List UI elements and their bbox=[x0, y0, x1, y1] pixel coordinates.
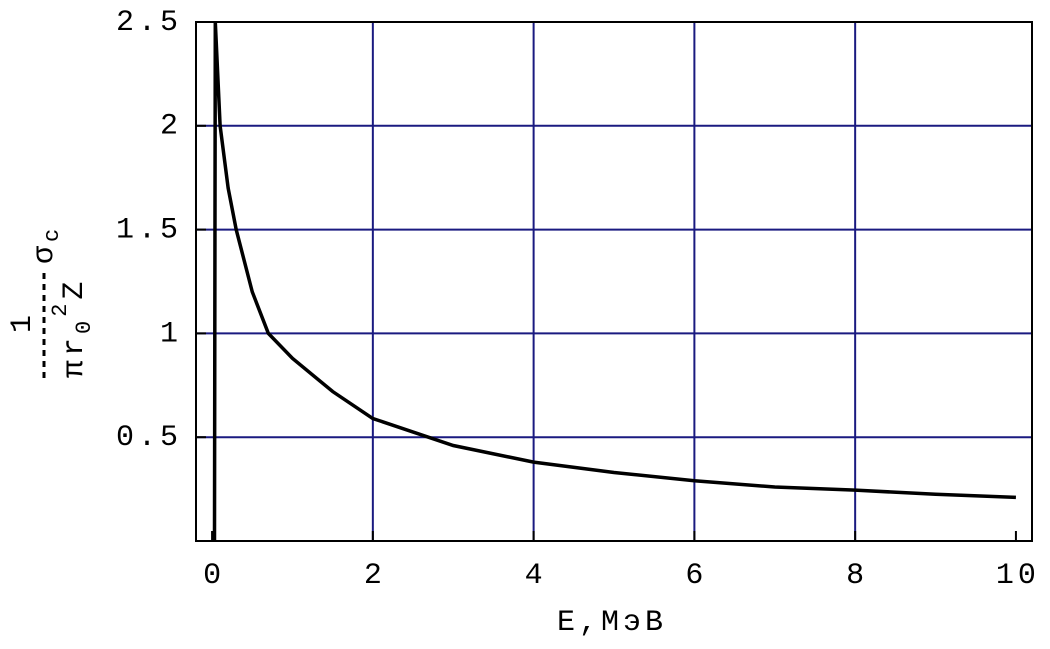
y-axis-label: 1 πr02Z σc bbox=[6, 225, 97, 378]
x-axis-label: E,МэВ bbox=[557, 606, 667, 640]
y-label-denominator: πr02Z bbox=[48, 278, 97, 378]
y-label-part: 2 bbox=[48, 300, 73, 317]
data-line bbox=[212, 22, 1016, 541]
y-label-part: Z bbox=[58, 278, 92, 300]
x-tick-label: 4 bbox=[525, 559, 547, 593]
y-label-part: c bbox=[40, 225, 65, 242]
y-label-part: πr bbox=[58, 334, 92, 378]
y-label-part: σ bbox=[28, 242, 62, 264]
y-tick-label: 2.5 bbox=[116, 6, 182, 40]
x-tick-label: 6 bbox=[685, 559, 707, 593]
x-tick-label: 0 bbox=[203, 559, 225, 593]
plot-frame bbox=[195, 21, 1033, 542]
y-tick-label: 2 bbox=[160, 110, 182, 144]
y-label-symbol: σc bbox=[28, 225, 65, 264]
y-tick-label: 0.5 bbox=[116, 421, 182, 455]
x-tick-label: 10 bbox=[996, 559, 1040, 593]
y-tick-label: 1.5 bbox=[116, 214, 182, 248]
x-tick-label: 2 bbox=[364, 559, 386, 593]
x-tick-label: 8 bbox=[846, 559, 868, 593]
y-tick-label: 1 bbox=[160, 317, 182, 351]
y-label-part: 0 bbox=[72, 317, 97, 334]
y-label-numerator: 1 bbox=[6, 311, 40, 333]
